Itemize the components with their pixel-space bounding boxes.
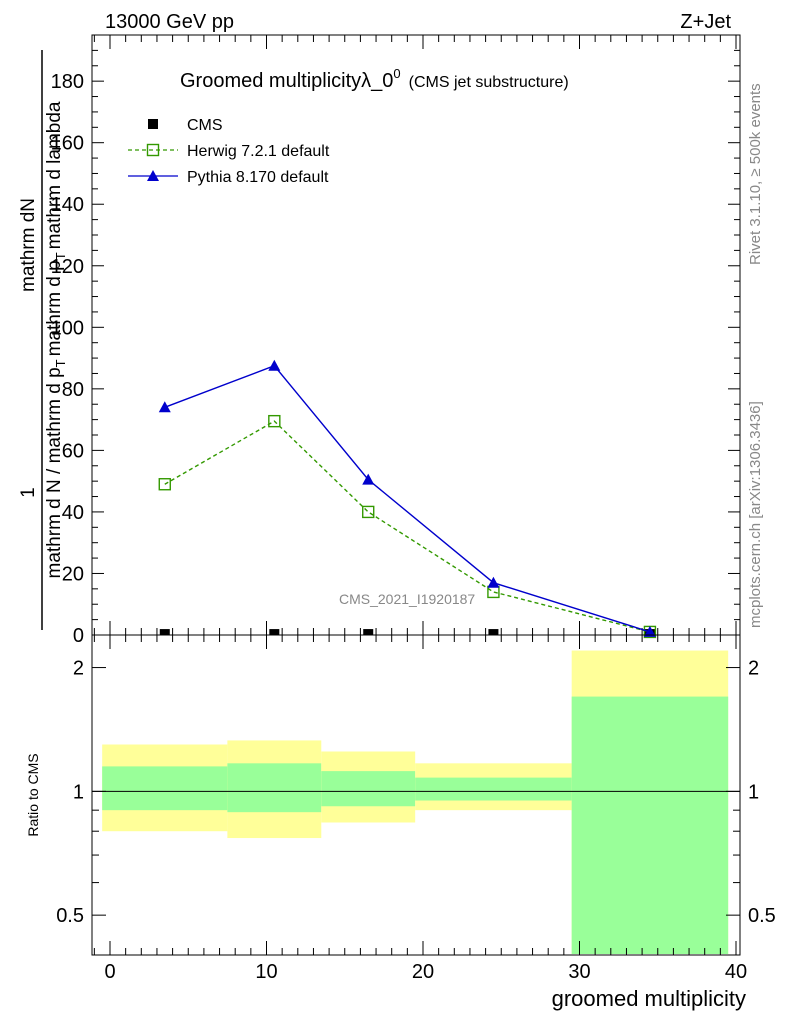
plot-subtitle: (CMS jet substructure) xyxy=(409,74,569,91)
plot-title-main: Groomed multiplicityλ_0 xyxy=(180,70,393,92)
energy-label: 13000 GeV pp xyxy=(105,11,234,33)
ylabel-denominator: mathrm d N / mathrm d pTmathrm d pTmathr… xyxy=(44,101,68,578)
main-y-tick-label: 160 xyxy=(51,133,84,155)
x-tick-label: 30 xyxy=(568,961,590,983)
ylabel-sub-t-1: T xyxy=(53,359,68,367)
plot-title: Groomed multiplicityλ_00 (CMS jet substru… xyxy=(180,66,569,92)
plot-title-superscript: 0 xyxy=(393,66,400,81)
data-point-pythia xyxy=(268,359,281,371)
data-point-pythia xyxy=(487,576,500,588)
series-line-1 xyxy=(164,420,651,633)
ylabel-numerator-2: mathrm dN xyxy=(18,198,39,292)
ratio-y-axis-label: Ratio to CMS xyxy=(25,753,41,836)
ratio-y-tick-label: 2 xyxy=(73,658,84,680)
main-y-tick-label: 180 xyxy=(51,71,84,93)
data-point-cms xyxy=(363,629,374,636)
rivet-version-label: Rivet 3.1.10, ≥ 500k events xyxy=(747,83,764,265)
legend-marker-cms xyxy=(148,119,158,129)
legend-marker-herwig xyxy=(146,143,160,157)
legend-label-herwig: Herwig 7.2.1 default xyxy=(187,143,330,160)
ratio-bands xyxy=(92,650,740,954)
data-point-cms xyxy=(269,629,280,636)
ylabel-top-line: 1 mathrm dN xyxy=(18,198,39,498)
ylabel-numerator-1: 1 xyxy=(18,487,39,498)
ratio-y-tick-label: 1 xyxy=(73,781,84,803)
series-layer xyxy=(158,359,657,639)
ratio-plot-frame xyxy=(91,634,741,956)
ylabel-denominator-a: mathrm d N / mathrm d p xyxy=(44,367,65,578)
main-y-axis-label: 1 mathrm dN mathrm d N / mathrm d pTmath… xyxy=(18,50,68,630)
legend-label-pythia: Pythia 8.170 default xyxy=(187,169,329,186)
legend: CMS Herwig 7.2.1 default Pythia 8.170 de… xyxy=(128,117,330,186)
ratio-band-green xyxy=(571,696,729,954)
ylabel-denominator-b: mathrm d p xyxy=(44,260,65,356)
main-y-tick-label: 80 xyxy=(62,379,84,401)
main-y-tick-label: 120 xyxy=(51,256,84,278)
process-label: Z+Jet xyxy=(680,11,731,33)
data-point-pythia xyxy=(643,625,656,637)
data-point-cms xyxy=(488,629,499,636)
ratio-band-green xyxy=(321,771,416,807)
mcplots-credit-label: mcplots.cern.ch [arXiv:1306.3436] xyxy=(747,401,764,628)
ratio-band-green xyxy=(415,777,572,801)
main-y-tick-label: 140 xyxy=(51,194,84,216)
main-y-tick-label: 20 xyxy=(62,563,84,585)
data-point-herwig xyxy=(268,414,281,428)
data-point-pythia xyxy=(158,401,171,413)
main-y-tick-label: 40 xyxy=(62,502,84,524)
data-point-herwig xyxy=(362,505,375,519)
analysis-watermark: CMS_2021_I1920187 xyxy=(339,591,475,607)
ratio-y-tick-label: 0.5 xyxy=(56,905,84,927)
ratio-band-green xyxy=(227,763,322,813)
legend-marker-pythia xyxy=(147,170,159,181)
ratio-y-tick-label-right: 2 xyxy=(748,658,759,680)
main-y-tick-label: 0 xyxy=(73,625,84,647)
data-point-herwig xyxy=(487,585,500,599)
ratio-y-tick-label-right: 0.5 xyxy=(748,905,776,927)
x-axis-label: groomed multiplicity xyxy=(552,986,746,1011)
x-tick-label: 10 xyxy=(255,961,277,983)
x-tick-label: 40 xyxy=(725,961,747,983)
data-point-herwig xyxy=(158,478,171,491)
x-tick-label: 20 xyxy=(412,961,434,983)
main-y-tick-label: 100 xyxy=(51,317,84,339)
data-point-cms xyxy=(159,629,170,636)
data-point-pythia xyxy=(362,473,375,485)
legend-label-cms: CMS xyxy=(187,117,223,134)
x-tick-label: 0 xyxy=(104,961,115,983)
ylabel-sub-t-2: T xyxy=(53,252,68,260)
ylabel-denominator-c: mathrm d lambda xyxy=(44,101,65,249)
main-y-tick-label: 60 xyxy=(62,440,84,462)
ratio-y-tick-label-right: 1 xyxy=(748,781,759,803)
ratio-band-green xyxy=(102,766,228,811)
